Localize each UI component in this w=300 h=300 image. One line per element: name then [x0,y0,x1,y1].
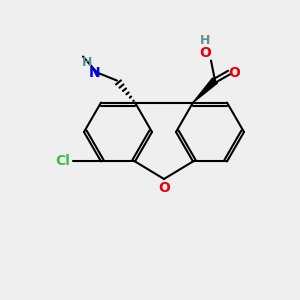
Text: Cl: Cl [56,154,70,168]
Text: O: O [199,46,211,60]
Polygon shape [193,78,218,103]
Text: N: N [89,66,101,80]
Text: H: H [82,56,92,69]
Text: O: O [228,66,240,80]
Text: H: H [200,34,210,47]
Text: O: O [158,181,170,195]
